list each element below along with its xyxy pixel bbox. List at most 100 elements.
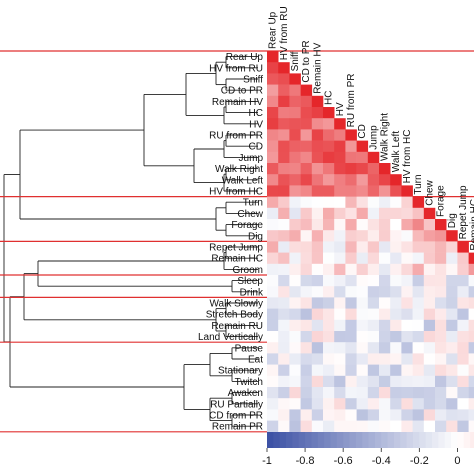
heatmap-cell — [401, 319, 413, 332]
column-label: Rear Up — [268, 11, 279, 49]
heatmap-cell — [457, 420, 469, 433]
heatmap-cell — [267, 196, 279, 209]
heatmap-cell — [367, 207, 380, 220]
heatmap-cell — [367, 241, 380, 253]
column-label: Walk Left — [391, 131, 402, 173]
row-label: Rear Up — [226, 52, 264, 63]
heatmap-cell — [278, 398, 290, 410]
heatmap-cell — [289, 241, 301, 253]
heatmap-cell — [323, 420, 335, 433]
heatmap-cell — [300, 107, 313, 119]
heatmap-cell — [289, 297, 301, 309]
heatmap-cell — [323, 118, 335, 130]
heatmap-cell — [345, 140, 357, 153]
heatmap-cell — [435, 331, 447, 343]
heatmap-cell — [468, 319, 474, 332]
heatmap-cell — [267, 398, 279, 410]
heatmap-cell — [278, 62, 290, 74]
colorbar-tick-label: 0 — [454, 455, 460, 467]
heatmap-cell — [300, 219, 313, 231]
heatmap-cell — [311, 420, 324, 433]
heatmap-cell — [435, 308, 447, 321]
heatmap-cell — [323, 230, 335, 242]
column-label: Sniff — [290, 51, 301, 71]
heatmap-cell — [300, 207, 313, 220]
heatmap-cell — [356, 241, 369, 253]
heatmap-cell — [311, 140, 324, 153]
heatmap-cell — [468, 286, 474, 298]
heatmap-cell — [323, 331, 335, 343]
heatmap-cell — [367, 230, 380, 242]
heatmap-cell — [311, 331, 324, 343]
heatmap-cell — [278, 163, 290, 175]
heatmap-cell — [345, 174, 357, 186]
heatmap-cell — [311, 375, 324, 388]
heatmap-cell — [457, 331, 469, 343]
heatmap-cell — [379, 219, 391, 231]
heatmap-cells — [267, 51, 474, 433]
heatmap-cell — [267, 275, 279, 287]
heatmap-cell — [278, 129, 290, 141]
colorbar-segment — [362, 432, 369, 448]
heatmap-cell — [345, 420, 357, 433]
row-label: Remain HC — [211, 254, 263, 265]
heatmap-cell — [323, 297, 335, 309]
heatmap-cell — [289, 353, 301, 365]
heatmap-cell — [423, 308, 436, 321]
heatmap-cell — [446, 252, 458, 265]
row-label: Chew — [237, 209, 263, 220]
heatmap-cell — [334, 308, 346, 321]
column-label: Remain HC — [469, 199, 474, 251]
heatmap-cell — [278, 308, 290, 321]
heatmap-cell — [356, 364, 369, 377]
heatmap-cell — [323, 219, 335, 231]
heatmap-cell — [367, 185, 380, 197]
heatmap-cell — [267, 84, 279, 97]
heatmap-cell — [457, 275, 469, 287]
colorbar-segment — [400, 432, 408, 448]
heatmap-cell — [401, 398, 413, 410]
heatmap-cell — [390, 353, 402, 365]
column-label: Chew — [424, 179, 435, 205]
heatmap-cell — [356, 140, 369, 153]
heatmap-cell — [311, 174, 324, 186]
heatmap-cell — [356, 398, 369, 410]
colorbar-segment — [317, 432, 325, 448]
heatmap-cell — [412, 252, 425, 265]
column-label: Walk Right — [380, 113, 391, 161]
heatmap-cell — [457, 387, 469, 399]
heatmap-cell — [468, 308, 474, 321]
heatmap-cell — [300, 263, 313, 276]
colorbar-segment — [381, 432, 388, 448]
heatmap-cell — [457, 241, 469, 253]
heatmap-cell — [334, 364, 346, 377]
heatmap-cell — [334, 409, 346, 421]
heatmap-cell — [323, 319, 335, 332]
heatmap-cell — [311, 398, 324, 410]
heatmap-cell — [278, 207, 290, 220]
heatmap-cell — [267, 297, 279, 309]
row-label: Twitch — [235, 377, 263, 388]
colorbar-segment — [336, 432, 344, 448]
heatmap-cell — [278, 196, 290, 209]
heatmap-cell — [278, 151, 290, 164]
colorbar-tick-label: -0.4 — [372, 455, 391, 467]
heatmap-cell — [345, 263, 357, 276]
heatmap-cell — [412, 375, 425, 388]
heatmap-cell — [300, 129, 313, 141]
row-label: CD — [249, 142, 263, 153]
heatmap-cell — [311, 118, 324, 130]
heatmap-cell — [412, 275, 425, 287]
heatmap-cell — [412, 286, 425, 298]
heatmap-cell — [468, 252, 474, 265]
heatmap-cell — [300, 364, 313, 377]
heatmap-cell — [289, 387, 301, 399]
heatmap-cell — [390, 387, 402, 399]
heatmap-cell — [311, 387, 324, 399]
row-label: HV from HC — [209, 187, 263, 198]
heatmap-cell — [390, 207, 402, 220]
colorbar-tick-label: -0.2 — [410, 455, 429, 467]
heatmap-cell — [289, 196, 301, 209]
heatmap-cell — [267, 319, 279, 332]
